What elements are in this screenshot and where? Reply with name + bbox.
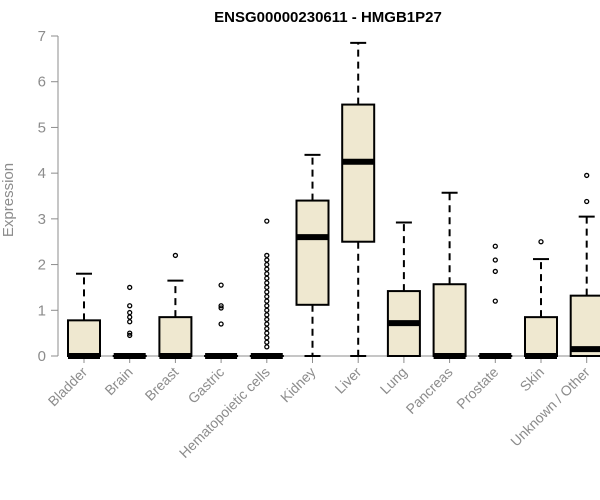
outlier-point: [538, 239, 544, 245]
box: [569, 294, 600, 357]
outlier-point: [127, 332, 133, 339]
outlier-point: [264, 257, 270, 263]
box-series: [67, 41, 600, 359]
box: [67, 319, 101, 358]
outlier-point: [264, 218, 270, 224]
x-tick-label: Lung: [377, 364, 410, 397]
x-tick-label: Pancreas: [403, 364, 456, 417]
outlier-point: [127, 284, 133, 291]
box-group: [249, 218, 284, 359]
x-tick-label: Bladder: [45, 364, 91, 410]
y-axis: 0 1 2 3 4 5 6 7: [38, 28, 59, 365]
outlier-point: [264, 298, 270, 304]
box: [158, 316, 193, 357]
y-tick-label: 4: [38, 165, 46, 182]
x-tick-label: Prostate: [453, 364, 501, 412]
outlier-point: [127, 314, 133, 320]
x-tick-label: Liver: [332, 364, 365, 397]
outlier-point: [218, 305, 224, 311]
outlier-point: [264, 275, 270, 281]
outlier-point: [264, 321, 270, 327]
box: [432, 283, 467, 358]
y-tick-label: 7: [38, 28, 46, 45]
outlier-point: [172, 252, 179, 259]
outlier-point: [264, 252, 270, 259]
y-tick-label: 2: [38, 257, 46, 274]
outlier-point: [218, 321, 224, 327]
box-group: [341, 41, 376, 357]
outlier-point: [584, 172, 590, 179]
box: [295, 199, 330, 306]
outlier-point: [264, 316, 270, 323]
outlier-point: [264, 335, 270, 341]
outlier-point: [264, 312, 270, 318]
outlier-point: [264, 271, 270, 277]
y-axis-label: Expression: [0, 163, 17, 237]
box-group: [524, 239, 558, 359]
chart-title: ENSG00000230611 - HMGB1P27: [214, 9, 442, 26]
x-tick-label: Hematopoietic cells: [176, 364, 273, 461]
outlier-point: [264, 280, 270, 286]
outlier-point: [127, 319, 133, 325]
box: [524, 316, 558, 357]
box-group: [478, 243, 513, 359]
outlier-point: [127, 303, 133, 309]
outlier-point: [492, 257, 498, 263]
outlier-point: [264, 330, 270, 336]
outlier-point: [584, 198, 590, 205]
box-group: [158, 252, 193, 359]
y-tick-label: 5: [38, 119, 46, 136]
box-group: [386, 221, 421, 358]
box-group: [295, 153, 330, 357]
outlier-point: [264, 266, 270, 272]
x-tick-label: Skin: [517, 364, 548, 395]
outlier-point: [264, 307, 270, 313]
outlier-point: [264, 289, 270, 295]
box-group: [569, 172, 600, 357]
box: [341, 103, 376, 243]
y-tick-label: 0: [38, 348, 46, 365]
y-tick-label: 6: [38, 74, 46, 91]
box-group: [67, 272, 101, 359]
outlier-point: [127, 309, 133, 316]
x-tick-label: Breast: [142, 364, 182, 404]
x-tick-label: Gastric: [185, 364, 228, 407]
box-group: [204, 282, 239, 359]
outlier-point: [264, 325, 270, 332]
outlier-point: [264, 284, 270, 291]
y-tick-label: 3: [38, 211, 46, 228]
box-group: [432, 191, 467, 359]
box-group: [112, 284, 147, 359]
outlier-point: [218, 282, 224, 288]
outlier-point: [492, 243, 498, 249]
outlier-point: [492, 268, 498, 275]
x-tick-label: Brain: [101, 364, 135, 398]
outlier-point: [127, 330, 133, 336]
outlier-point: [264, 261, 270, 268]
x-tick-label: Kidney: [277, 364, 319, 406]
outlier-point: [264, 339, 270, 345]
outlier-point: [218, 303, 224, 309]
outlier-point: [264, 293, 270, 300]
y-tick-label: 1: [38, 302, 46, 319]
outlier-point: [264, 303, 270, 309]
outlier-point: [492, 298, 498, 304]
x-tick-label: Unknown / Other: [507, 364, 593, 450]
outlier-point: [264, 344, 270, 350]
